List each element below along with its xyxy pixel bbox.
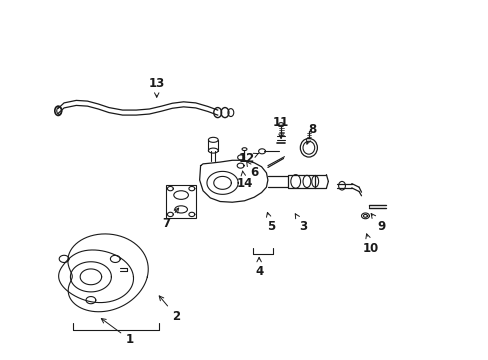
Text: 2: 2	[159, 296, 180, 323]
Text: 13: 13	[148, 77, 164, 97]
Bar	[165, 185, 196, 218]
Text: 5: 5	[266, 212, 275, 233]
Text: 10: 10	[363, 234, 379, 255]
Text: 12: 12	[238, 152, 258, 165]
Text: 9: 9	[370, 213, 385, 233]
Text: 8: 8	[306, 123, 316, 144]
Text: 4: 4	[254, 257, 263, 278]
Text: 3: 3	[295, 214, 306, 233]
Text: 7: 7	[162, 208, 178, 230]
Text: 11: 11	[272, 116, 288, 139]
Text: 14: 14	[236, 171, 252, 190]
Text: 6: 6	[246, 161, 258, 179]
Text: 1: 1	[101, 319, 134, 346]
